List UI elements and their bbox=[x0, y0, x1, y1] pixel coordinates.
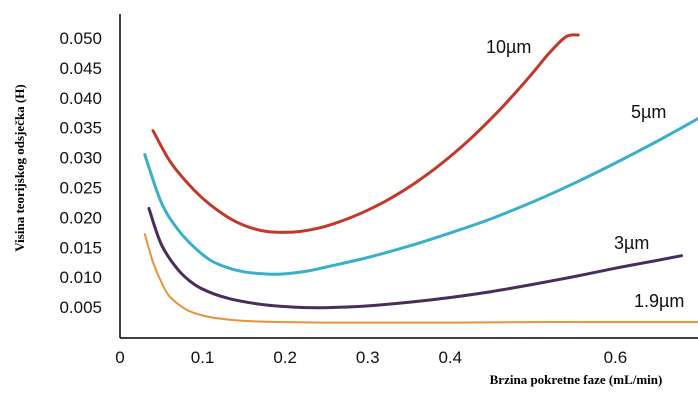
axes bbox=[119, 14, 698, 339]
y-tick-label: 0.015 bbox=[59, 238, 102, 257]
y-tick-label: 0.050 bbox=[59, 29, 102, 48]
series-label: 10µm bbox=[486, 37, 531, 57]
series-line-5m bbox=[143, 117, 698, 276]
x-tick-labels: 0 0.1 0.2 0.3 0.4 0.6 bbox=[115, 348, 627, 367]
y-tick-label: 0.020 bbox=[59, 208, 102, 227]
series-label: 5µm bbox=[631, 102, 666, 122]
y-tick-label: 0.045 bbox=[59, 59, 102, 78]
series-labels: 10µm 5µm 3µm 1.9µm bbox=[486, 37, 684, 311]
y-axis-title: Visina teorijskog odsječka (H) bbox=[12, 84, 27, 251]
x-tick-label: 0.2 bbox=[273, 348, 297, 367]
y-tick-label: 0.035 bbox=[59, 119, 102, 138]
series-line-1.9m bbox=[143, 233, 698, 324]
y-tick-labels: 0.005 0.010 0.015 0.020 0.025 0.030 0.035 0.040… bbox=[59, 29, 102, 317]
x-tick-label: 0.3 bbox=[356, 348, 380, 367]
x-tick-label: 0.1 bbox=[191, 348, 215, 367]
y-tick-label: 0.010 bbox=[59, 268, 102, 287]
series-lines bbox=[143, 33, 698, 324]
x-tick-label: 0.4 bbox=[438, 348, 462, 367]
x-axis-title: Brzina pokretne faze (mL/min) bbox=[490, 372, 663, 387]
series-label: 3µm bbox=[614, 233, 649, 253]
series-line-10m bbox=[151, 33, 580, 234]
series-line-3m bbox=[147, 206, 683, 310]
y-tick-label: 0.025 bbox=[59, 179, 102, 198]
x-tick-label: 0.6 bbox=[604, 348, 628, 367]
x-tick-label: 0 bbox=[115, 348, 124, 367]
y-tick-label: 0.005 bbox=[59, 298, 102, 317]
y-tick-label: 0.030 bbox=[59, 149, 102, 168]
y-tick-label: 0.040 bbox=[59, 89, 102, 108]
series-label: 1.9µm bbox=[634, 291, 684, 311]
